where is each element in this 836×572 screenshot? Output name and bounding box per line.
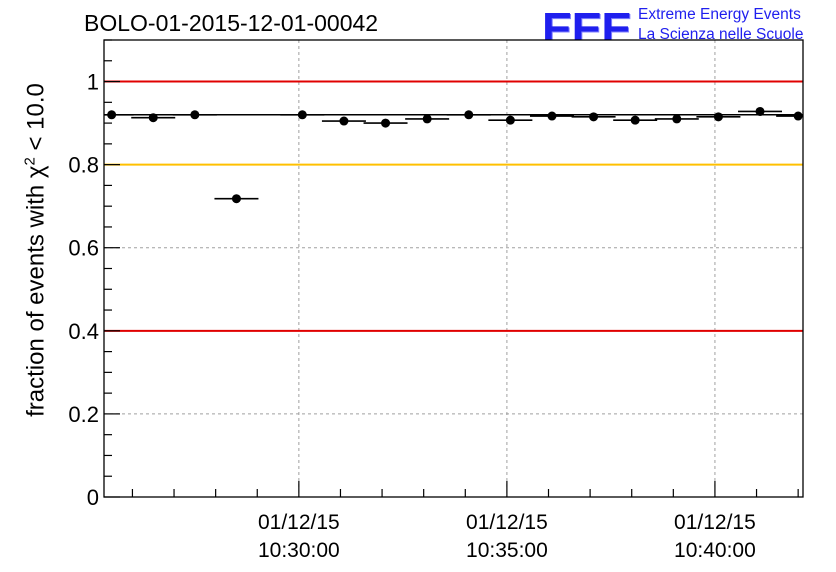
data-point-16 xyxy=(793,111,803,121)
data-point-10 xyxy=(547,111,557,121)
x-tick-time-label-0: 10:30:00 xyxy=(258,539,340,562)
x-tick-date-label-2: 01/12/15 xyxy=(674,511,756,534)
y-tick-label-3: 0.6 xyxy=(68,236,99,261)
data-point-14 xyxy=(713,112,723,122)
data-point-0 xyxy=(107,110,117,120)
data-point-5 xyxy=(339,116,349,126)
data-point-2 xyxy=(190,110,200,120)
y-tick-label-4: 0.8 xyxy=(68,153,99,178)
data-point-6 xyxy=(381,118,391,128)
data-point-1 xyxy=(148,113,158,123)
chart-title: BOLO-01-2015-12-01-00042 xyxy=(84,10,379,36)
y-tick-label-5: 1 xyxy=(87,70,99,95)
data-point-11 xyxy=(589,112,599,122)
data-point-3 xyxy=(231,194,241,204)
data-point-15 xyxy=(755,106,765,116)
logo-caption: Extreme Energy Events La Scienza nelle S… xyxy=(638,5,803,45)
x-tick-time-label-1: 10:35:00 xyxy=(466,539,548,562)
data-point-9 xyxy=(505,115,515,125)
x-tick-date-label-0: 01/12/15 xyxy=(258,511,340,534)
data-point-4 xyxy=(297,110,307,120)
data-point-12 xyxy=(630,115,640,125)
y-tick-label-2: 0.4 xyxy=(68,319,99,344)
y-tick-label-0: 0 xyxy=(87,485,99,510)
y-tick-label-1: 0.2 xyxy=(68,402,99,427)
logo-line-1: Extreme Energy Events xyxy=(638,6,801,23)
plot-area xyxy=(104,40,803,497)
logo-line-2: La Scienza nelle Scuole xyxy=(638,26,804,43)
data-point-8 xyxy=(464,110,474,120)
data-point-13 xyxy=(672,114,682,124)
data-point-7 xyxy=(422,114,432,124)
x-tick-date-label-1: 01/12/15 xyxy=(466,511,548,534)
x-tick-time-label-2: 10:40:00 xyxy=(674,539,756,562)
